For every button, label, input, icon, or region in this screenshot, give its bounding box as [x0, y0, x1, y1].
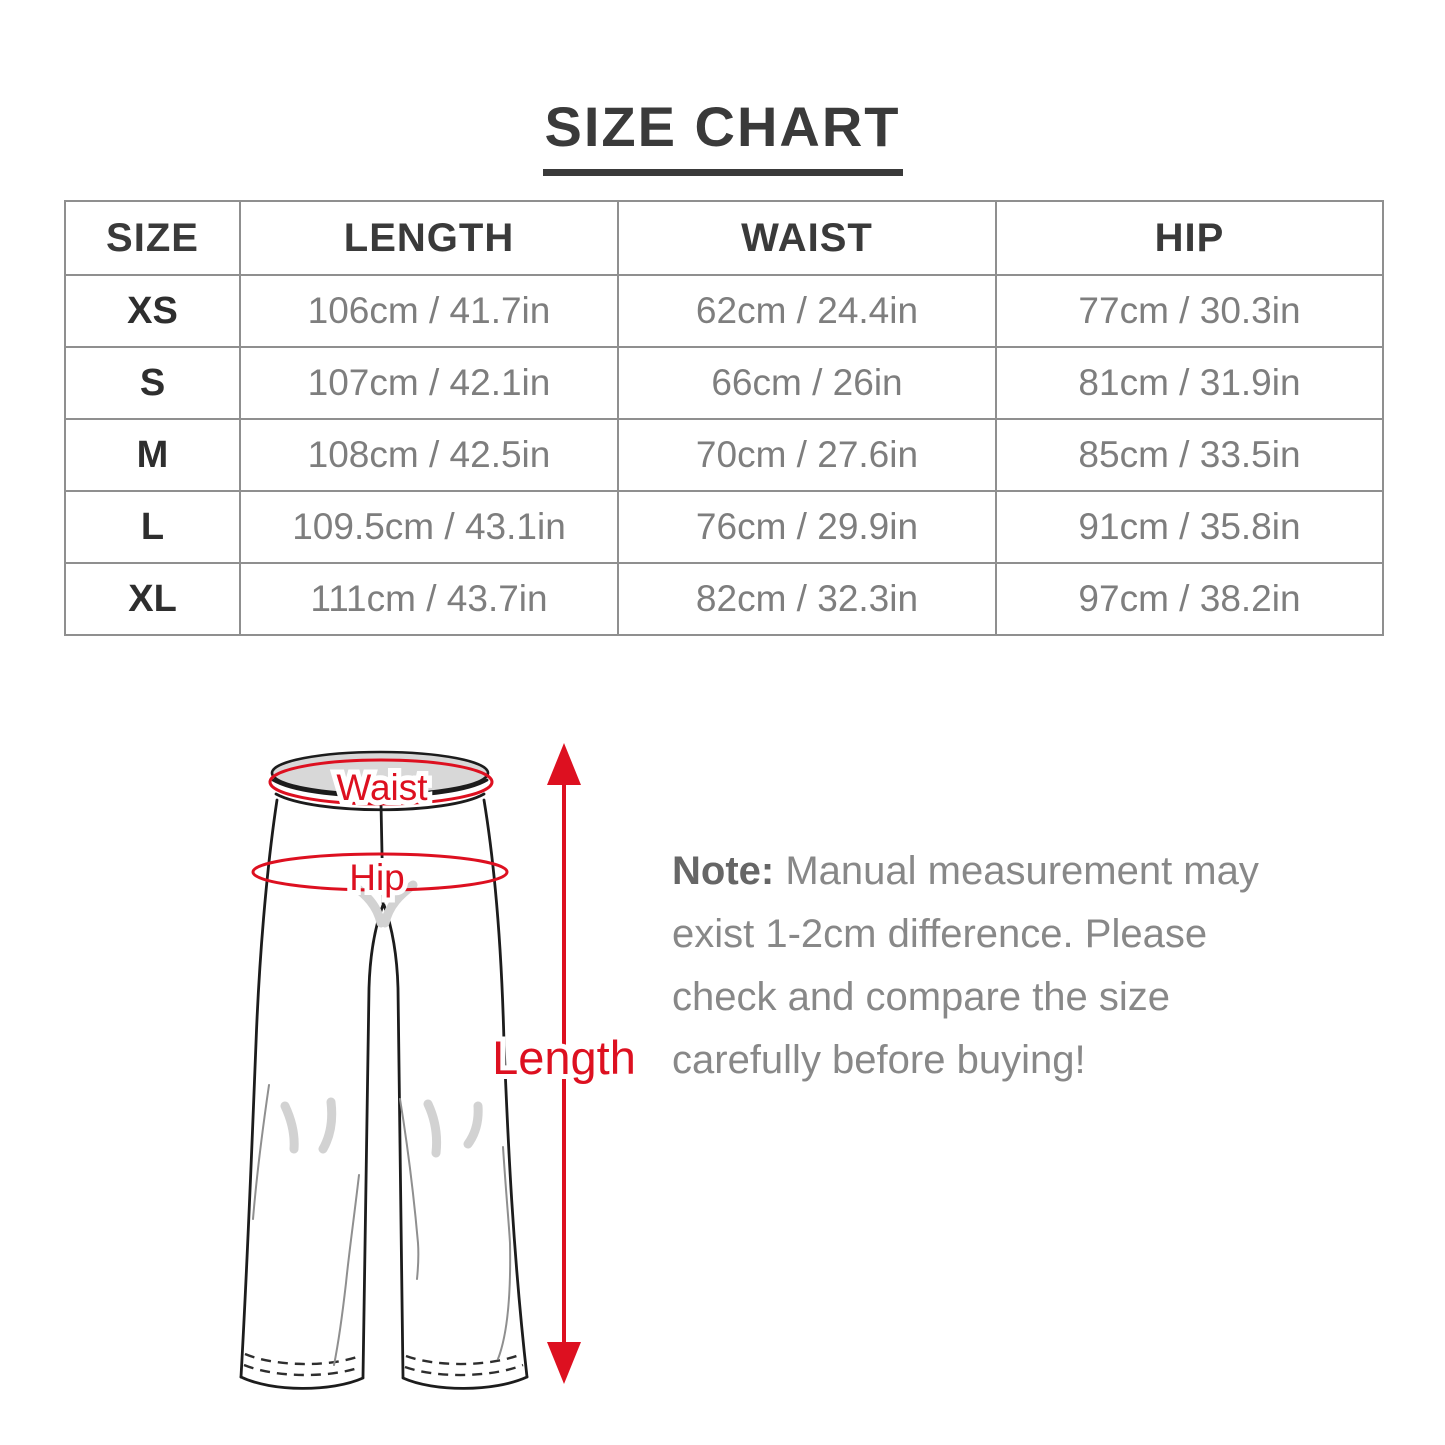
- col-header-size: SIZE: [64, 200, 241, 276]
- waist-label: Waist: [336, 767, 428, 808]
- table-row-xs: XS 106cm / 41.7in 62cm / 24.4in 77cm / 3…: [64, 274, 1384, 348]
- size-value: S: [64, 346, 241, 420]
- note-line: exist 1-2cm difference. Please: [672, 912, 1208, 956]
- length-arrowhead-down: [547, 1342, 581, 1384]
- note-line: Note: Manual measurement may: [672, 840, 1282, 903]
- table-header-row: SIZE LENGTH WAIST HIP: [64, 200, 1384, 276]
- hip-value: 97cm / 38.2in: [995, 562, 1384, 636]
- length-value: 106cm / 41.7in: [239, 274, 619, 348]
- size-table: SIZE LENGTH WAIST HIP XS 106cm / 41.7in …: [64, 200, 1384, 636]
- waist-value: 66cm / 26in: [617, 346, 997, 420]
- measure-marks: [251, 758, 566, 1353]
- waist-ellipse: [268, 758, 494, 806]
- shading-wrinkles: [280, 880, 483, 1158]
- length-label: Length: [492, 1031, 636, 1084]
- hip-value: 91cm / 35.8in: [995, 490, 1384, 564]
- note-line: check and compare the size: [672, 975, 1171, 1019]
- crease-lines: [252, 1084, 512, 1366]
- waist-value: 76cm / 29.9in: [617, 490, 997, 564]
- waist-value: 62cm / 24.4in: [617, 274, 997, 348]
- table-row-m: M 108cm / 42.5in 70cm / 27.6in 85cm / 33…: [64, 418, 1384, 492]
- note-label: Note:: [672, 849, 775, 893]
- size-value: XS: [64, 274, 241, 348]
- hip-value: 81cm / 31.9in: [995, 346, 1384, 420]
- size-value: M: [64, 418, 241, 492]
- length-arrowhead-up: [547, 743, 581, 785]
- size-value: L: [64, 490, 241, 564]
- waist-value: 70cm / 27.6in: [617, 418, 997, 492]
- length-value: 108cm / 42.5in: [239, 418, 619, 492]
- hip-ellipse: [251, 852, 509, 892]
- col-header-hip: HIP: [995, 200, 1384, 276]
- length-value: 107cm / 42.1in: [239, 346, 619, 420]
- length-value: 111cm / 43.7in: [239, 562, 619, 636]
- pants-diagram: Waist Hip Length: [239, 743, 641, 1390]
- length-value: 109.5cm / 43.1in: [239, 490, 619, 564]
- hem-stitching: [243, 1352, 524, 1377]
- size-value: XL: [64, 562, 241, 636]
- note-line: carefully before buying!: [672, 1038, 1086, 1082]
- col-header-waist: WAIST: [617, 200, 997, 276]
- page-title: SIZE CHART: [542, 94, 903, 176]
- note-paragraph: Note: Manual measurement may exist 1-2cm…: [672, 840, 1282, 1092]
- hip-label: Hip: [349, 857, 405, 898]
- table-row-l: L 109.5cm / 43.1in 76cm / 29.9in 91cm / …: [64, 490, 1384, 564]
- table-row-xl: XL 111cm / 43.7in 82cm / 32.3in 97cm / 3…: [64, 562, 1384, 636]
- hip-value: 77cm / 30.3in: [995, 274, 1384, 348]
- table-row-s: S 107cm / 42.1in 66cm / 26in 81cm / 31.9…: [64, 346, 1384, 420]
- hip-value: 85cm / 33.5in: [995, 418, 1384, 492]
- col-header-length: LENGTH: [239, 200, 619, 276]
- note-text: Manual measurement may: [774, 849, 1259, 893]
- waist-value: 82cm / 32.3in: [617, 562, 997, 636]
